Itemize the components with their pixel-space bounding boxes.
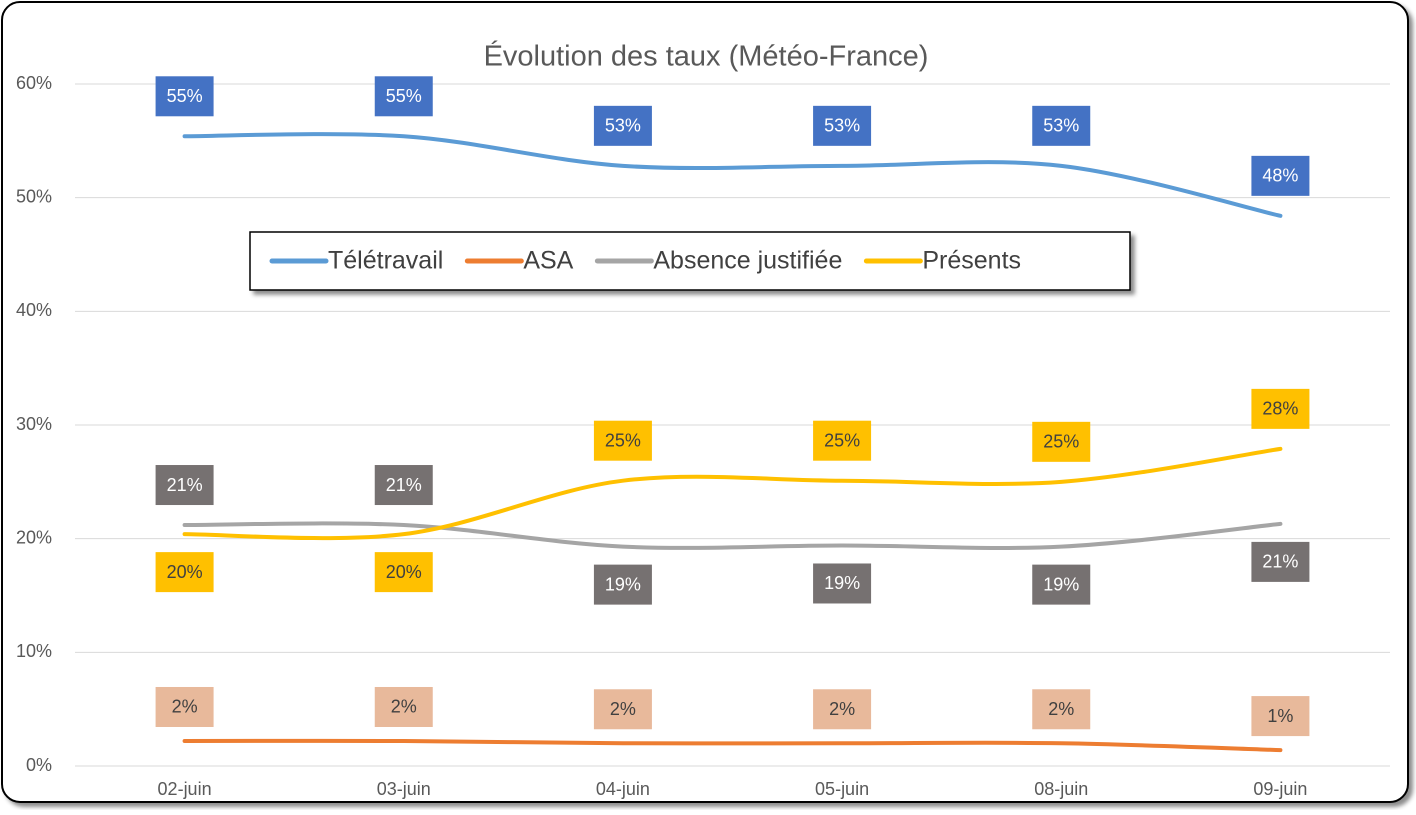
data-label-box bbox=[1032, 421, 1091, 462]
data-label-box bbox=[813, 563, 872, 604]
data-labels: 55% 55% 53% 53% 53% 48% 2% 2% 2% 2% 2% 1% 21% 21% 19% 1… bbox=[155, 76, 1310, 737]
data-label-box bbox=[593, 105, 652, 146]
series-line bbox=[182, 132, 1283, 218]
legend-label: Absence justifiée bbox=[653, 247, 842, 275]
y-tick-label: 0% bbox=[26, 755, 52, 775]
x-tick-label: 05-juin bbox=[815, 779, 869, 799]
y-tick-label: 60% bbox=[16, 73, 52, 93]
data-label-box bbox=[1251, 696, 1310, 737]
data-label-box bbox=[1032, 105, 1091, 146]
data-label: 25% bbox=[605, 430, 641, 450]
data-label: 2% bbox=[829, 699, 855, 719]
data-label: 53% bbox=[824, 116, 860, 136]
data-label: 2% bbox=[610, 699, 636, 719]
x-tick-label: 02-juin bbox=[158, 779, 212, 799]
data-label-box bbox=[1251, 388, 1310, 429]
data-label-box bbox=[593, 689, 652, 730]
data-label-box bbox=[155, 76, 214, 117]
data-label: 2% bbox=[1048, 699, 1074, 719]
data-label-box bbox=[1032, 564, 1091, 605]
data-label: 53% bbox=[1043, 116, 1079, 136]
grid: 0% 10% 20% 30% 40% 50% 60% 02-juin 03-juin 04-jui… bbox=[16, 73, 1390, 799]
legend-box bbox=[249, 231, 1131, 291]
data-label: 28% bbox=[1262, 399, 1298, 419]
chart-frame bbox=[1, 1, 1409, 803]
data-label: 19% bbox=[1043, 574, 1079, 594]
data-label: 25% bbox=[824, 430, 860, 450]
chart-title: Évolution des taux (Météo-France) bbox=[484, 40, 929, 73]
data-label: 21% bbox=[386, 475, 422, 495]
data-label: 53% bbox=[605, 116, 641, 136]
data-label-box bbox=[813, 420, 872, 461]
data-label-box bbox=[155, 552, 214, 593]
data-label-box bbox=[374, 552, 433, 593]
x-tick-label: 03-juin bbox=[377, 779, 431, 799]
y-tick-label: 20% bbox=[16, 527, 52, 547]
data-label-box bbox=[155, 465, 214, 506]
lines bbox=[182, 132, 1283, 753]
y-tick-label: 40% bbox=[16, 300, 52, 320]
data-label: 48% bbox=[1262, 166, 1298, 186]
legend-label: Télétravail bbox=[328, 247, 443, 275]
series-line bbox=[182, 446, 1283, 541]
data-label: 19% bbox=[605, 574, 641, 594]
x-tick-label: 09-juin bbox=[1253, 779, 1307, 799]
data-label-box bbox=[813, 689, 872, 730]
data-label: 25% bbox=[1043, 432, 1079, 452]
x-tick-label: 08-juin bbox=[1034, 779, 1088, 799]
y-tick-label: 50% bbox=[16, 186, 52, 206]
data-label-box bbox=[1032, 689, 1091, 730]
data-label: 2% bbox=[391, 697, 417, 717]
series-line bbox=[182, 521, 1283, 550]
legend-label: Présents bbox=[922, 247, 1021, 275]
x-tick-label: 04-juin bbox=[596, 779, 650, 799]
legend-label: ASA bbox=[523, 247, 573, 275]
series-line bbox=[182, 738, 1283, 753]
data-label-box bbox=[374, 76, 433, 117]
legend: Télétravail ASA Absence justifiée Présents bbox=[249, 231, 1131, 291]
data-label: 2% bbox=[172, 697, 198, 717]
data-label: 55% bbox=[167, 86, 203, 106]
data-label-box bbox=[813, 105, 872, 146]
y-tick-label: 30% bbox=[16, 414, 52, 434]
data-label: 21% bbox=[167, 475, 203, 495]
data-label-box bbox=[155, 686, 214, 727]
data-label: 20% bbox=[167, 562, 203, 582]
data-label: 19% bbox=[824, 573, 860, 593]
data-label-box bbox=[374, 686, 433, 727]
data-label-box bbox=[593, 420, 652, 461]
data-label-box bbox=[1251, 155, 1310, 196]
data-label: 21% bbox=[1262, 552, 1298, 572]
data-label-box bbox=[374, 465, 433, 506]
data-label-box bbox=[1251, 541, 1310, 582]
data-label-box bbox=[593, 564, 652, 605]
data-label: 55% bbox=[386, 86, 422, 106]
data-label: 1% bbox=[1267, 706, 1293, 726]
data-label: 20% bbox=[386, 562, 422, 582]
y-tick-label: 10% bbox=[16, 641, 52, 661]
